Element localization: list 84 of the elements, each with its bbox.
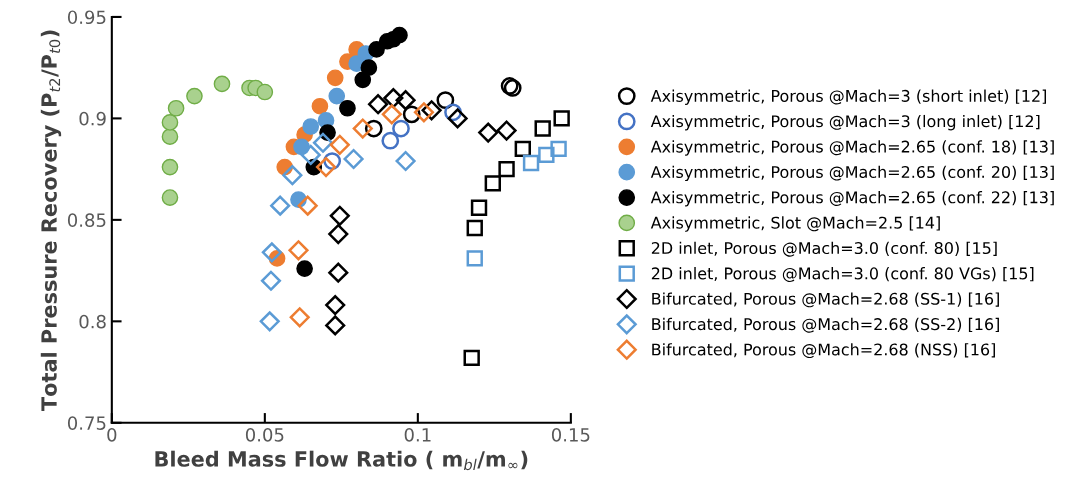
point: [329, 134, 350, 155]
point: [463, 349, 480, 367]
y-tick-label: 0.8: [79, 314, 106, 329]
x-axis-title: Bleed Mass Flow Ratio ( m$_{bl}$/m$_{∞}$): [155, 450, 528, 471]
point: [553, 110, 570, 127]
point: [161, 128, 179, 145]
x-tick-label: 0.15: [551, 427, 590, 442]
legend-label: Axisymmetric, Porous @Mach=2.65 (conf. 22) [13]: [650, 191, 1054, 207]
legend-label: Bifurcated, Porous @Mach=2.68 (NSS) [16]: [652, 343, 995, 359]
legend-label: Axisymmetric, Porous @Mach=2.65 (conf. 20) [13]: [650, 165, 1054, 182]
legend-label: Bifurcated, Porous @Mach=2.68 (SS-2) [16]: [652, 317, 999, 333]
point: [288, 240, 309, 261]
point: [296, 260, 313, 277]
x-tick-label: 0.1: [404, 427, 431, 442]
point: [364, 119, 383, 138]
point: [395, 90, 416, 111]
point: [498, 160, 515, 178]
point: [383, 88, 404, 109]
point: [354, 71, 372, 89]
point: [161, 114, 179, 131]
point: [302, 118, 320, 135]
point: [466, 219, 483, 237]
point: [161, 189, 179, 206]
point: [325, 295, 346, 316]
point: [496, 120, 517, 141]
y-tick-label: 0.85: [67, 213, 106, 227]
point: [289, 307, 310, 328]
point: [161, 158, 179, 176]
point: [478, 122, 499, 143]
point: [413, 102, 435, 123]
point: [326, 69, 344, 87]
point: [392, 119, 410, 138]
point: [391, 26, 408, 44]
point: [328, 262, 349, 283]
x-tick-label: 0.05: [245, 427, 284, 442]
point: [550, 140, 567, 158]
point: [395, 150, 416, 172]
point: [447, 108, 468, 129]
y-tick-label: 0.75: [67, 416, 106, 430]
point: [325, 315, 346, 336]
point: [328, 87, 346, 105]
point: [522, 154, 540, 172]
point: [367, 94, 389, 115]
point: [213, 75, 231, 93]
x-tick-label: 0: [107, 427, 117, 442]
point: [421, 100, 442, 121]
point: [484, 175, 501, 192]
point: [300, 144, 321, 166]
point: [360, 59, 378, 76]
legend-label: Axisymmetric, Porous @Mach=3 (long inlet) [12]: [650, 114, 1040, 131]
point: [470, 199, 488, 216]
point: [538, 146, 555, 164]
y-tick-label: 0.95: [67, 10, 106, 25]
point: [297, 195, 318, 216]
point: [534, 120, 551, 137]
point: [256, 83, 274, 101]
point: [381, 131, 400, 150]
point: [339, 99, 356, 117]
point: [343, 148, 364, 170]
point: [311, 97, 329, 115]
legend-label: 2D inlet, Porous @Mach=3.0 (conf. 80 VGs) [15]: [651, 267, 1034, 283]
point: [312, 132, 334, 153]
point: [261, 242, 282, 263]
legend-label: Axisymmetric, Slot @Mach=2.5 [14]: [650, 216, 940, 232]
point: [260, 270, 282, 291]
point: [315, 157, 337, 178]
point: [259, 311, 280, 332]
point: [352, 118, 373, 139]
y-tick-label: 0.9: [79, 111, 106, 126]
point: [466, 250, 483, 267]
point: [167, 99, 185, 117]
legend-label: 2D inlet, Porous @Mach=3.0 (conf. 80) [15]: [651, 241, 997, 257]
y-axis-title: Total Pressure Recovery (P$_{t2}$/P$_{t0}$): [40, 30, 62, 411]
point: [381, 104, 402, 125]
point: [368, 41, 385, 58]
legend-label: Axisymmetric, Porous @Mach=3 (short inlet) [12]: [650, 89, 1046, 106]
point: [282, 165, 303, 186]
legend-label: Axisymmetric, Porous @Mach=2.65 (conf. 18) [13]: [650, 140, 1054, 156]
point: [270, 195, 291, 216]
point: [186, 87, 203, 105]
point: [329, 205, 350, 226]
point: [402, 105, 421, 124]
point: [328, 223, 349, 245]
legend-label: Bifurcated, Porous @Mach=2.68 (SS-1) [16]: [652, 292, 999, 308]
